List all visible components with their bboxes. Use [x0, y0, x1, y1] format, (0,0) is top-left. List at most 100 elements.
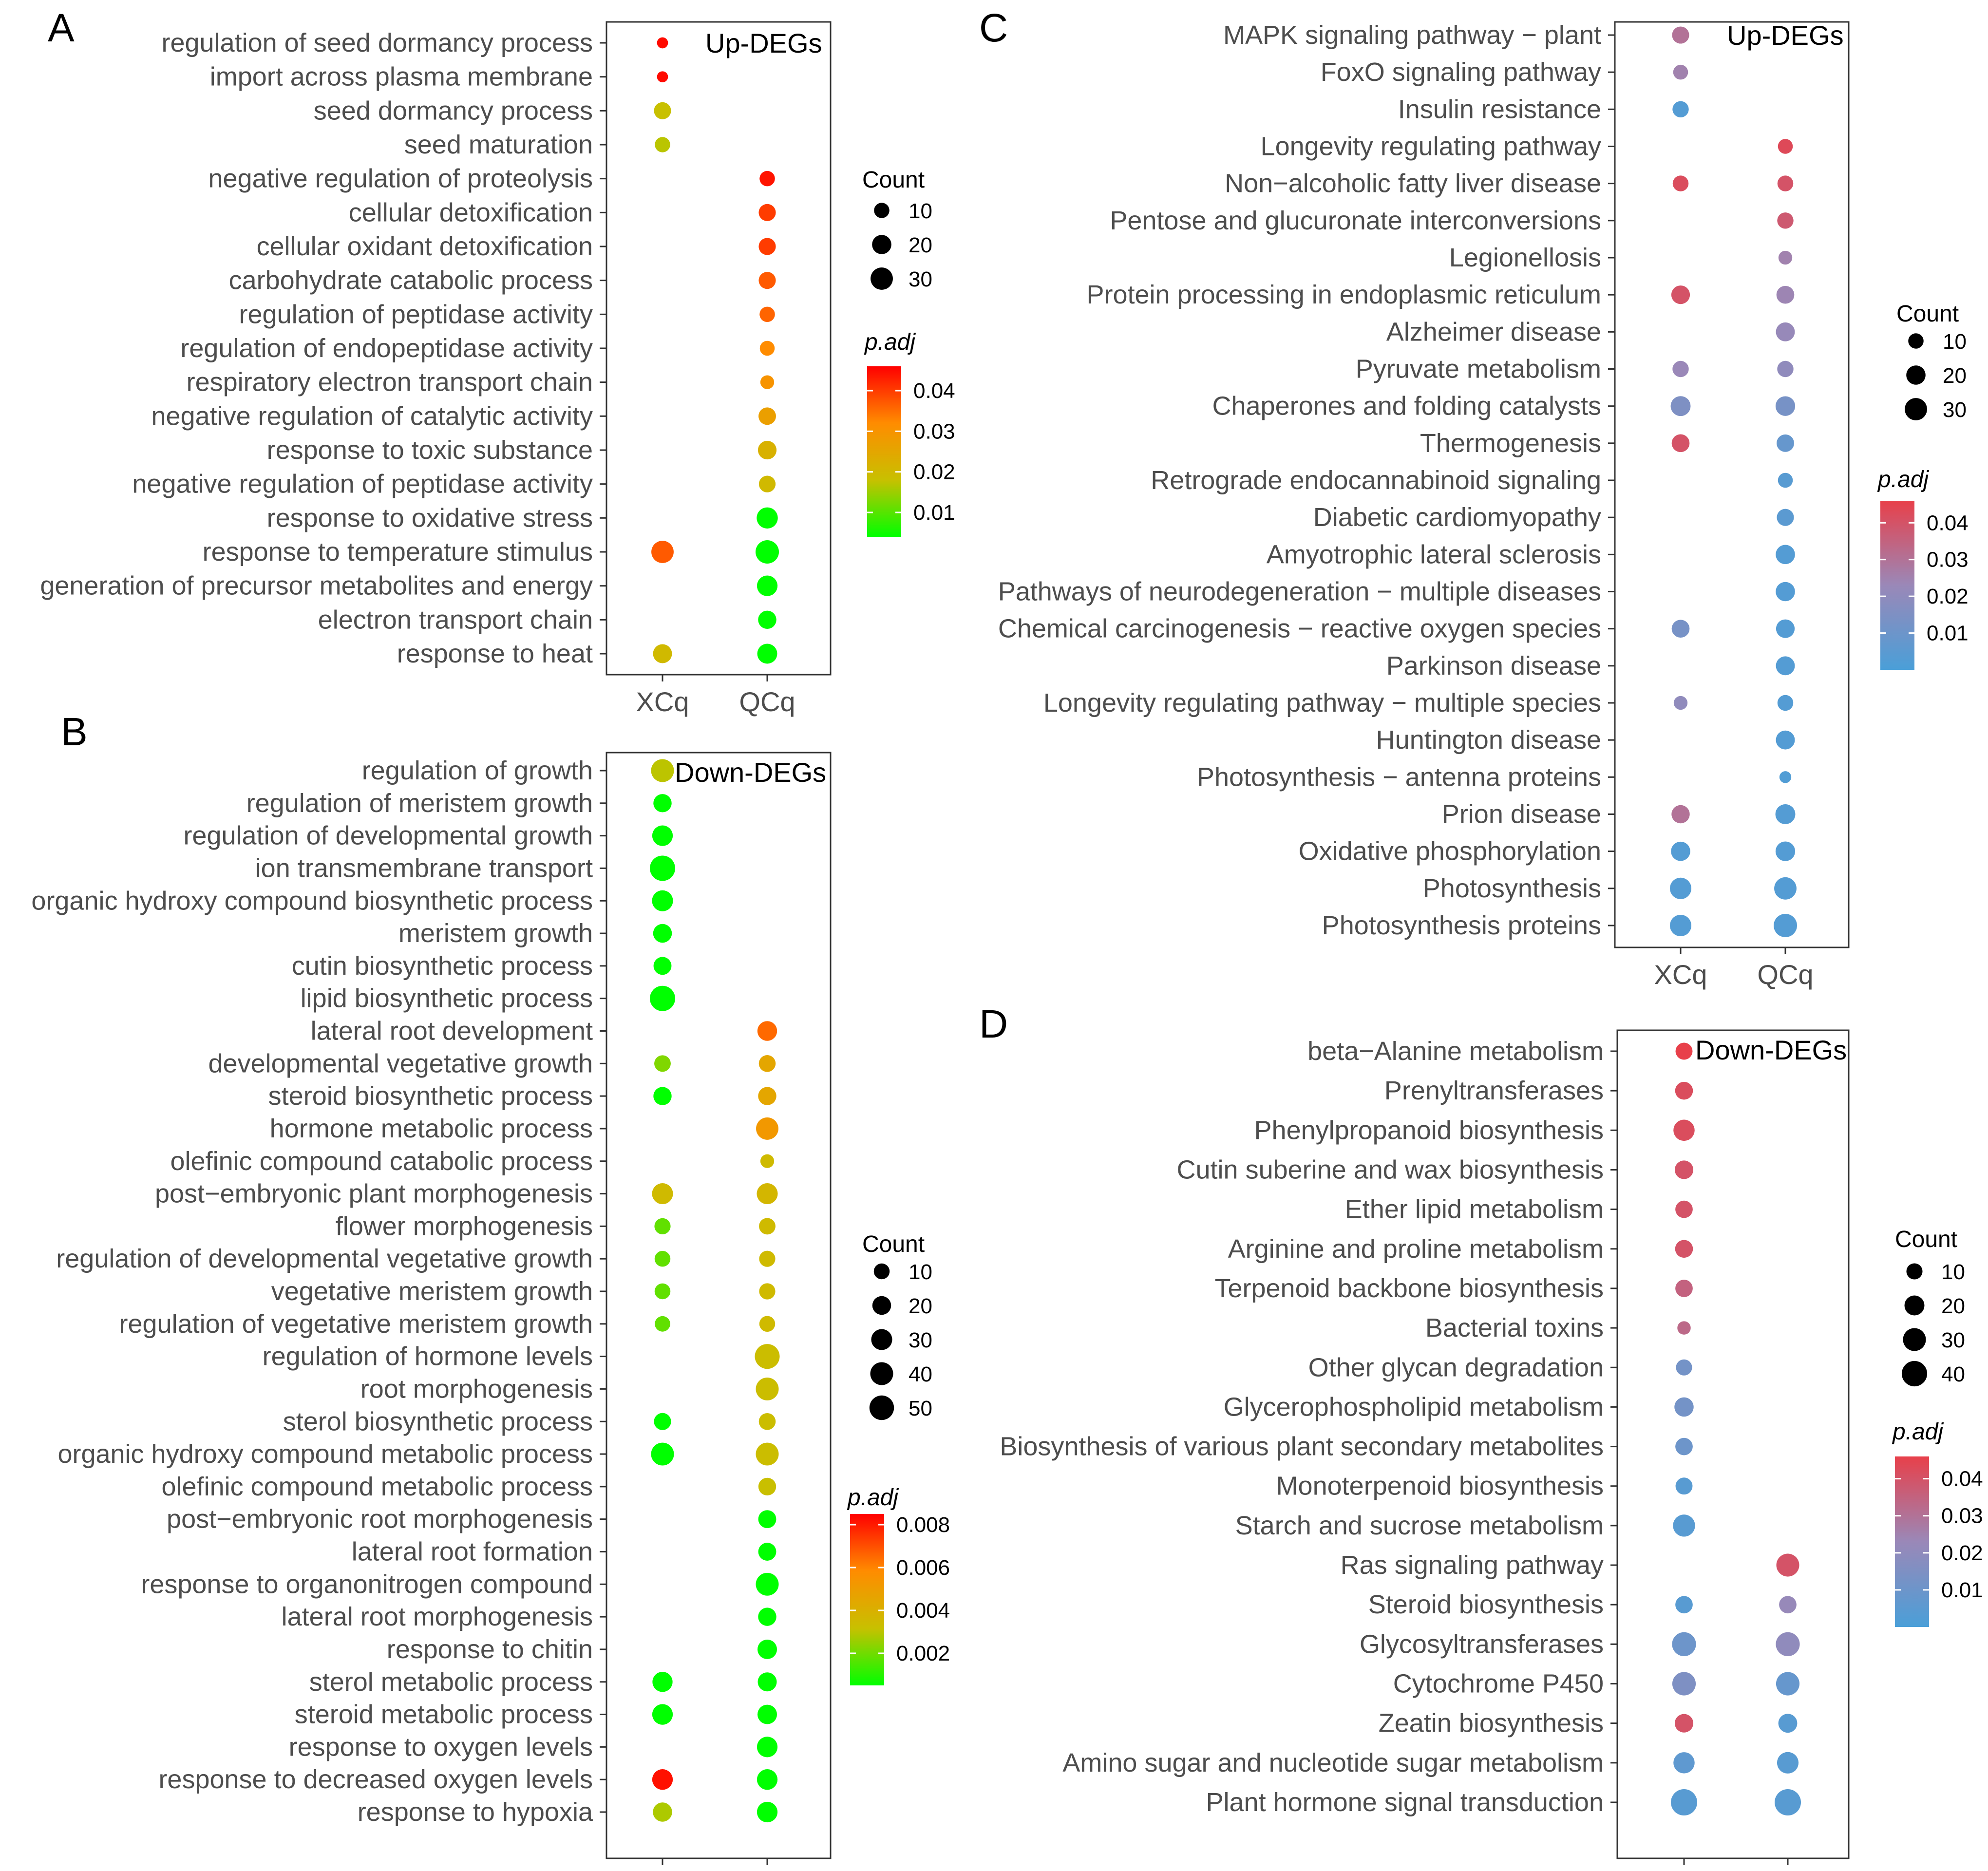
y-term-label: Amino sugar and nucleotide sugar metabol… [1062, 1748, 1604, 1777]
panel-c: C MAPK signaling pathway − plant FoxO sign… [979, 6, 1969, 990]
y-term-label: respiratory electron transport chain [187, 368, 593, 397]
data-point [654, 1055, 671, 1072]
y-term-label: Oxidative phosphorylation [1299, 837, 1601, 866]
data-point [1776, 656, 1795, 676]
count-legend-dot [871, 1329, 892, 1350]
data-point [1775, 841, 1796, 861]
padj-legend-title: p.adj [847, 1485, 899, 1511]
data-point [1677, 1321, 1691, 1335]
y-term-label: Photosynthesis proteins [1322, 911, 1601, 940]
y-term-label: Longevity regulating pathway [1261, 132, 1601, 161]
y-term-label: Steroid biosynthesis [1368, 1590, 1604, 1619]
data-point [653, 924, 672, 943]
data-point [653, 1802, 672, 1822]
padj-legend-title: p.adj [1877, 467, 1929, 492]
y-term-label: Photosynthesis [1423, 874, 1601, 903]
data-point [1776, 545, 1795, 565]
count-legend-label: 10 [1941, 1260, 1965, 1284]
data-point [652, 1183, 673, 1205]
data-point [758, 238, 776, 255]
data-point [1671, 805, 1690, 824]
deg-annotation: Up-DEGs [1727, 20, 1844, 51]
y-term-label: FoxO signaling pathway [1321, 57, 1601, 87]
y-term-label: Bacterial toxins [1425, 1313, 1604, 1342]
y-term-label: Legionellosis [1449, 243, 1601, 272]
y-term-label: negative regulation of proteolysis [208, 164, 593, 193]
data-point [1778, 1714, 1798, 1733]
y-term-label: response to oxygen levels [289, 1732, 593, 1761]
data-point [759, 170, 775, 187]
y-term-label: generation of precursor metabolites and … [40, 571, 593, 601]
y-term-label: Huntington disease [1376, 725, 1601, 755]
count-legend-dot [1901, 1361, 1928, 1387]
y-term-label: flower morphogenesis [336, 1211, 593, 1241]
y-term-label: Prion disease [1442, 800, 1601, 829]
count-legend-label: 10 [909, 199, 932, 223]
data-point [1777, 175, 1794, 191]
data-point [655, 1316, 670, 1332]
data-point [758, 272, 776, 289]
data-point [653, 644, 672, 663]
y-term-label: Cutin suberine and wax biosynthesis [1177, 1155, 1604, 1184]
y-term-label: lipid biosynthetic process [301, 984, 593, 1013]
y-term-label: olefinic compound metabolic process [162, 1472, 593, 1501]
data-point [1675, 1200, 1693, 1218]
data-point [1671, 841, 1690, 861]
y-term-label: response to heat [397, 639, 593, 668]
y-term-label: response to oxidative stress [267, 503, 593, 532]
data-point [1776, 322, 1795, 341]
colorbar-label: 0.006 [896, 1556, 950, 1580]
y-term-label: organic hydroxy compound biosynthetic pr… [31, 886, 593, 915]
y-term-label: Insulin resistance [1398, 94, 1601, 124]
y-term-label: Prenyltransferases [1384, 1076, 1604, 1105]
count-legend-title: Count [1895, 1227, 1957, 1252]
count-legend-dot [871, 267, 893, 290]
count-legend-label: 20 [1943, 364, 1967, 388]
y-term-label: Plant hormone signal transduction [1206, 1788, 1604, 1817]
x-category-label: QCq [739, 1870, 795, 1871]
y-term-label: Ras signaling pathway [1341, 1550, 1604, 1580]
count-legend-label: 20 [1941, 1294, 1965, 1318]
y-term-label: Arginine and proline metabolism [1228, 1234, 1604, 1264]
y-term-label: regulation of vegetative meristem growth [119, 1309, 593, 1339]
colorbar-label: 0.01 [1941, 1578, 1983, 1602]
data-point [1777, 360, 1794, 378]
data-point [653, 794, 672, 813]
data-point [654, 1250, 671, 1267]
count-legend-dot [870, 1362, 893, 1385]
colorbar-label: 0.02 [1927, 585, 1969, 608]
data-point [758, 204, 776, 221]
data-point [757, 643, 777, 664]
data-point [758, 1055, 776, 1072]
count-legend-label: 40 [909, 1362, 932, 1386]
data-point [757, 1021, 777, 1041]
colorbar-label: 0.04 [1927, 511, 1969, 535]
y-term-label: Starch and sucrose metabolism [1235, 1511, 1604, 1540]
data-point [1776, 285, 1795, 304]
deg-annotation: Down-DEGs [675, 757, 826, 788]
data-point [1671, 1789, 1697, 1815]
data-point [758, 610, 776, 629]
count-legend-dot [1903, 1328, 1926, 1351]
data-point [650, 855, 675, 881]
data-point [652, 1672, 673, 1692]
data-point [759, 1250, 776, 1267]
y-term-label: Monoterpenoid biosynthesis [1276, 1472, 1604, 1501]
y-term-label: negative regulation of peptidase activit… [132, 470, 593, 499]
data-point [1671, 285, 1690, 304]
data-point [755, 1344, 780, 1369]
data-point [1673, 1119, 1695, 1141]
colorbar-label: 0.002 [896, 1642, 950, 1665]
data-point [759, 1218, 776, 1235]
y-term-label: Protein processing in endoplasmic reticu… [1086, 280, 1601, 309]
data-point [1675, 1240, 1693, 1258]
data-point [652, 890, 673, 911]
y-term-label: Other glycan degradation [1308, 1353, 1604, 1382]
data-point [759, 1316, 776, 1332]
y-term-label: seed dormancy process [314, 96, 593, 125]
data-point [651, 541, 674, 563]
y-term-label: response to toxic substance [267, 435, 593, 465]
data-point [1669, 877, 1692, 899]
